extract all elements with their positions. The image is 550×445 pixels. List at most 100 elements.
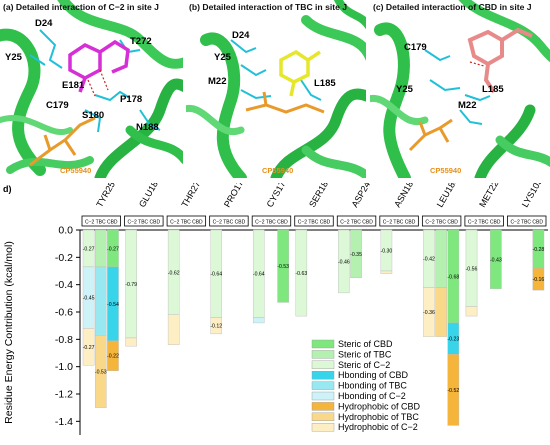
data-label: -0.79 xyxy=(125,282,137,288)
subgroup-header: C−2 TBC CBD xyxy=(85,220,118,226)
subgroup-header: C−2 TBC CBD xyxy=(510,220,543,226)
category-label: CYS179 xyxy=(265,183,290,209)
panel-c-title: (c) Detailed interaction of CBD in site … xyxy=(373,2,532,12)
y-tick-label: -1.2 xyxy=(55,389,73,401)
panel-a-title: (a) Detailed interaction of C−2 in site … xyxy=(3,2,159,12)
y-tick-label: -1.0 xyxy=(55,361,73,373)
category-label: PRO178 xyxy=(222,183,248,209)
y-tick-label: -1.4 xyxy=(55,416,73,428)
data-label: -0.27 xyxy=(83,246,95,252)
residue-label: M22 xyxy=(458,100,477,111)
legend-label: Steric of C−2 xyxy=(338,360,390,370)
data-label: -0.52 xyxy=(447,388,459,394)
subgroup-header-box xyxy=(507,215,547,227)
legend-label: Hbonding of TBC xyxy=(338,381,407,391)
bar-segment xyxy=(380,270,393,274)
residue-label: E181 xyxy=(62,80,85,91)
residue-label: S180 xyxy=(82,110,105,121)
bar-segment xyxy=(435,287,447,337)
subgroup-header: C−2 TBC CBD xyxy=(468,220,501,226)
subgroup-header-box xyxy=(166,215,207,227)
bar-segment xyxy=(125,337,137,347)
subgroup-header: C−2 TBC CBD xyxy=(383,220,416,226)
subgroup-header-box xyxy=(251,215,292,227)
bar-segment xyxy=(447,354,460,426)
panel-c: (c) Detailed interaction of CBD in site … xyxy=(370,0,550,178)
subgroup-header: C−2 TBC CBD xyxy=(340,220,373,226)
category-label: GLU181 xyxy=(137,183,162,209)
panel-a-structure xyxy=(0,0,183,178)
category-label: TYR25 xyxy=(94,183,117,209)
data-label: -0.53 xyxy=(277,264,289,270)
subgroup-header: C−2 TBC CBD xyxy=(128,220,161,226)
data-label: -0.63 xyxy=(295,271,307,277)
subgroup-header: C−2 TBC CBD xyxy=(425,220,458,226)
data-label: -0.30 xyxy=(380,249,392,255)
subgroup-header-box xyxy=(379,215,419,227)
bar-segment xyxy=(465,306,478,317)
legend-swatch xyxy=(311,402,335,411)
residue-label: M22 xyxy=(208,76,227,87)
legend-swatch xyxy=(311,391,335,401)
bar-segment xyxy=(490,229,502,289)
panel-b: (b) Detailed interaction of TBC in site … xyxy=(186,0,366,178)
bar-segment xyxy=(252,317,265,324)
data-label: -0.46 xyxy=(338,259,350,265)
legend-swatch xyxy=(311,339,335,349)
data-label: -0.53 xyxy=(95,369,107,375)
bar-segment xyxy=(82,328,95,366)
category-label: THR272 xyxy=(179,183,204,209)
data-label: -0.27 xyxy=(83,345,95,351)
legend-label: Hbonding of C−2 xyxy=(338,391,406,401)
panel-a: (a) Detailed interaction of C−2 in site … xyxy=(0,0,183,178)
subgroup-header-box xyxy=(209,215,249,227)
residue-label: L185 xyxy=(482,84,504,95)
bar-segment xyxy=(350,229,362,279)
ligand-label: CP55940 xyxy=(262,166,294,175)
data-label: -0.42 xyxy=(423,257,435,263)
panel-b-title: (b) Detailed interaction of TBC in site … xyxy=(189,2,348,12)
subgroup-header: C−2 TBC CBD xyxy=(213,220,246,226)
residue-label: C179 xyxy=(404,42,427,53)
data-label: -0.54 xyxy=(107,302,119,308)
data-label: -0.68 xyxy=(447,274,459,280)
bar-segment xyxy=(423,287,435,337)
panel-d-label: d) xyxy=(3,184,12,194)
legend-label: Steric of TBC xyxy=(338,349,392,359)
y-tick-label: -0.8 xyxy=(55,334,73,346)
residue-label: C179 xyxy=(46,100,69,111)
data-label: -0.36 xyxy=(423,310,435,316)
y-tick-label: -0.2 xyxy=(55,252,73,264)
data-label: -0.43 xyxy=(490,257,502,263)
data-label: -0.64 xyxy=(210,272,222,278)
legend-label: Hbonding of CBD xyxy=(338,370,409,380)
y-tick-label: 0.0 xyxy=(58,225,73,237)
legend-swatch xyxy=(311,422,335,432)
data-label: -0.64 xyxy=(253,272,265,278)
category-label: ASN188 xyxy=(392,183,417,209)
subgroup-header-box xyxy=(294,215,334,227)
ligand-label: CP55940 xyxy=(430,166,462,175)
y-tick-label: -0.4 xyxy=(55,279,73,291)
subgroup-header-box xyxy=(421,215,462,227)
residue-label: L185 xyxy=(314,78,336,89)
bar-segment xyxy=(435,229,447,288)
subgroup-header: C−2 TBC CBD xyxy=(298,220,331,226)
bar-segment xyxy=(94,229,107,268)
residue-label: Y25 xyxy=(396,84,413,95)
subgroup-header-box xyxy=(81,215,121,227)
data-label: -0.12 xyxy=(210,324,222,330)
bar-segment xyxy=(295,229,308,317)
bar-segment xyxy=(107,340,119,371)
residue-label: D24 xyxy=(232,30,250,41)
y-axis-label: Residue Energy Contribution (kcal/mol) xyxy=(3,241,15,424)
category-label: ASP24 xyxy=(350,183,373,209)
subgroup-header: C−2 TBC CBD xyxy=(170,220,203,226)
data-label: -0.56 xyxy=(466,266,478,272)
bar-segment xyxy=(94,266,107,336)
bar-segment xyxy=(210,317,223,335)
panel-b-structure xyxy=(186,0,366,178)
residue-label: D24 xyxy=(35,18,53,29)
subgroup-header-box xyxy=(336,215,377,227)
data-label: -0.45 xyxy=(83,296,95,302)
